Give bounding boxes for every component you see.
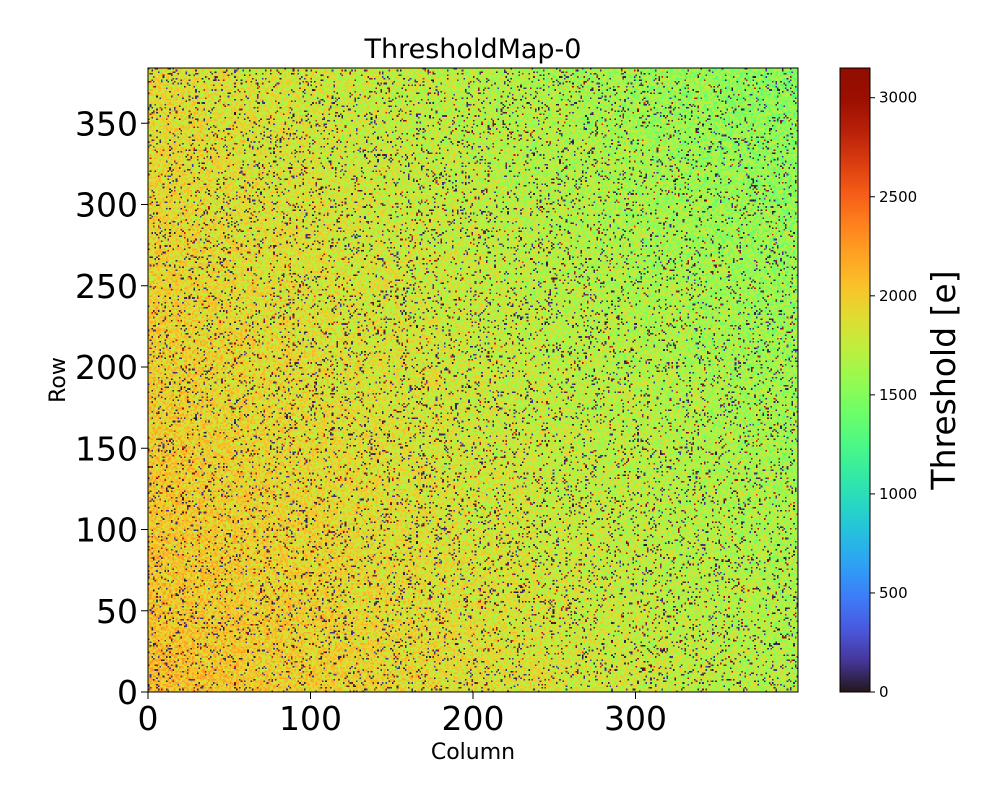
x-axis-label: Column — [431, 740, 515, 765]
heatmap-image — [148, 68, 798, 692]
x-tick-label: 100 — [279, 699, 342, 738]
colorbar-tick-label: 1000 — [879, 485, 917, 503]
colorbar-frame — [839, 67, 871, 693]
y-tick-label: 150 — [75, 429, 138, 468]
y-tick-label: 50 — [96, 592, 138, 631]
y-tick-label: 0 — [117, 673, 138, 712]
y-tick-label: 100 — [75, 511, 138, 550]
y-axis-label: Row — [46, 357, 71, 403]
colorbar-tick-label: 2000 — [879, 287, 917, 305]
chart-title: ThresholdMap-0 — [364, 34, 582, 65]
colorbar-tick-label: 3000 — [879, 89, 917, 107]
y-tick-label: 250 — [75, 267, 138, 306]
heatmap-plot-area — [147, 67, 799, 693]
colorbar-tick-label: 0 — [879, 683, 889, 701]
colorbar-tick-label: 2500 — [879, 188, 917, 206]
y-axis-ticks: 0 50 100 150 200 250 300 350 — [75, 104, 148, 712]
y-tick-label: 200 — [75, 348, 138, 387]
x-axis-ticks: 0 100 200 300 — [138, 692, 667, 738]
colorbar-tick-label: 1500 — [879, 386, 917, 404]
colorbar-label: Threshold [e] — [924, 270, 963, 490]
colorbar-gradient — [840, 68, 870, 692]
y-tick-label: 300 — [75, 186, 138, 225]
x-tick-label: 200 — [442, 699, 505, 738]
colorbar-ticks: 0 500 1000 1500 2000 2500 3000 — [870, 89, 917, 701]
x-tick-label: 300 — [604, 699, 667, 738]
x-tick-label: 0 — [138, 699, 159, 738]
colorbar-tick-label: 500 — [879, 584, 908, 602]
colorbar: 0 500 1000 1500 2000 2500 3000 Threshold [e] — [839, 67, 963, 701]
y-tick-label: 350 — [75, 104, 138, 143]
